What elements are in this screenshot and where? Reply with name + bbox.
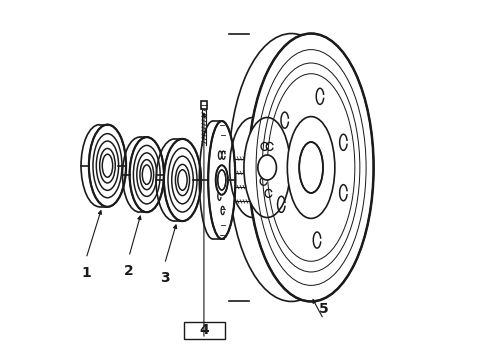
Bar <box>184 322 224 339</box>
Ellipse shape <box>178 170 187 190</box>
Bar <box>201 102 207 109</box>
Ellipse shape <box>258 155 276 180</box>
Ellipse shape <box>164 139 201 221</box>
Ellipse shape <box>216 165 228 195</box>
Ellipse shape <box>287 117 335 219</box>
Text: 1: 1 <box>81 266 91 280</box>
Ellipse shape <box>208 121 235 239</box>
Ellipse shape <box>89 125 126 207</box>
Ellipse shape <box>299 142 323 193</box>
Ellipse shape <box>130 137 164 212</box>
Ellipse shape <box>248 33 373 301</box>
Ellipse shape <box>102 154 113 177</box>
Text: 4: 4 <box>199 323 209 337</box>
Text: 5: 5 <box>318 302 328 316</box>
Ellipse shape <box>244 117 291 217</box>
Text: 3: 3 <box>160 271 170 285</box>
Ellipse shape <box>142 165 151 184</box>
Ellipse shape <box>218 170 226 190</box>
Text: 2: 2 <box>124 264 134 278</box>
Ellipse shape <box>229 33 354 301</box>
